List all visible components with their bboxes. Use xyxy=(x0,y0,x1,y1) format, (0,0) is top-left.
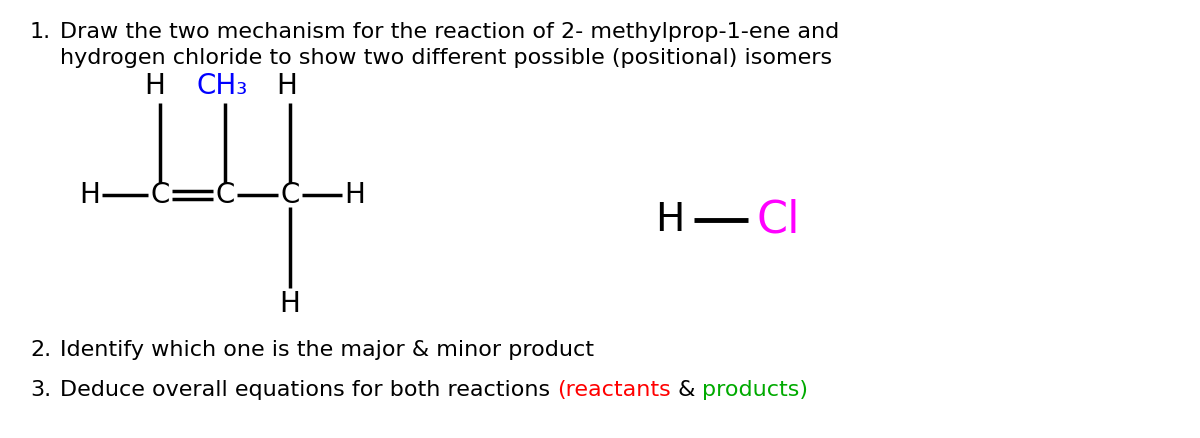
Text: hydrogen chloride to show two different possible (positional) isomers: hydrogen chloride to show two different … xyxy=(60,48,832,68)
Text: H: H xyxy=(655,201,685,239)
Text: products): products) xyxy=(702,380,809,400)
Text: Draw the two mechanism for the reaction of 2- methylprop-1-ene and: Draw the two mechanism for the reaction … xyxy=(60,22,839,42)
Text: Cl: Cl xyxy=(756,198,799,241)
Text: 1.: 1. xyxy=(30,22,52,42)
Text: &: & xyxy=(671,380,702,400)
Text: CH₃: CH₃ xyxy=(197,72,247,100)
Text: 2.: 2. xyxy=(30,340,52,360)
Text: H: H xyxy=(144,72,166,100)
Text: H: H xyxy=(344,181,366,209)
Text: H: H xyxy=(79,181,101,209)
Text: C: C xyxy=(215,181,235,209)
Text: C: C xyxy=(281,181,300,209)
Text: Identify which one is the major & minor product: Identify which one is the major & minor … xyxy=(60,340,594,360)
Text: C: C xyxy=(150,181,169,209)
Text: (reactants: (reactants xyxy=(557,380,671,400)
Text: 3.: 3. xyxy=(30,380,52,400)
Text: H: H xyxy=(276,72,298,100)
Text: H: H xyxy=(280,290,300,318)
Text: Deduce overall equations for both reactions: Deduce overall equations for both reacti… xyxy=(60,380,557,400)
